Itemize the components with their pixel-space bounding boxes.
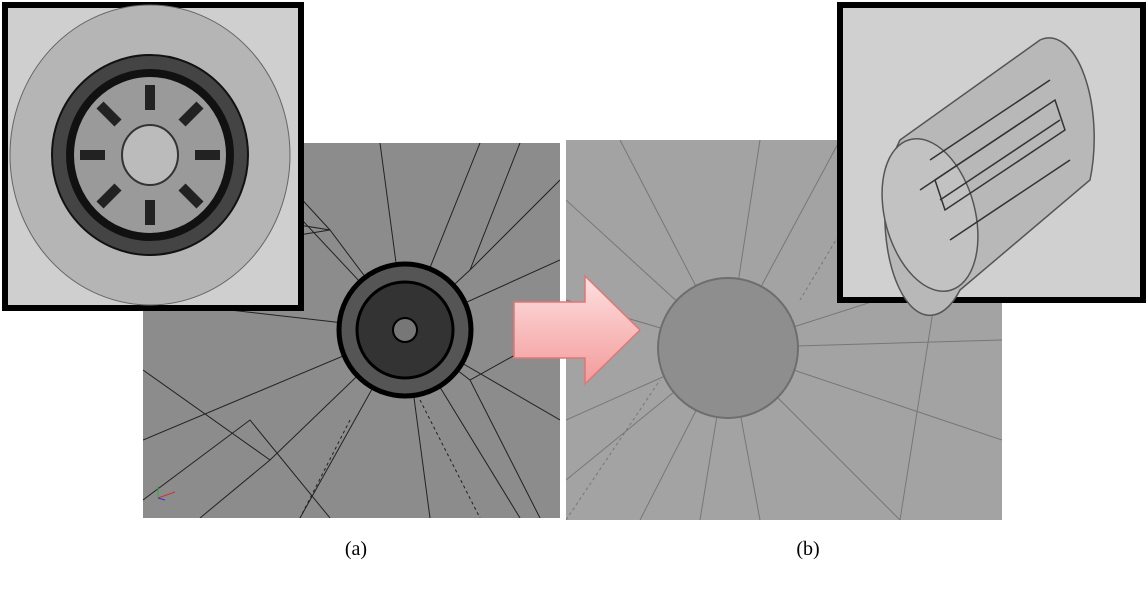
cylinder-end: [881, 138, 979, 292]
motor-mesh-simplified: [657, 277, 799, 419]
inset-right: [837, 2, 1146, 317]
panel-label: (a): [345, 538, 367, 560]
motor-shaft: [392, 317, 418, 343]
panel-label: (b): [796, 538, 819, 560]
axis-triad: [157, 486, 176, 501]
arrow: [513, 274, 642, 386]
motor-shaft-inset: [121, 124, 179, 186]
cylinder-inner: [919, 79, 1071, 241]
motor-magnets: [80, 85, 220, 225]
inset-left: [2, 2, 304, 311]
